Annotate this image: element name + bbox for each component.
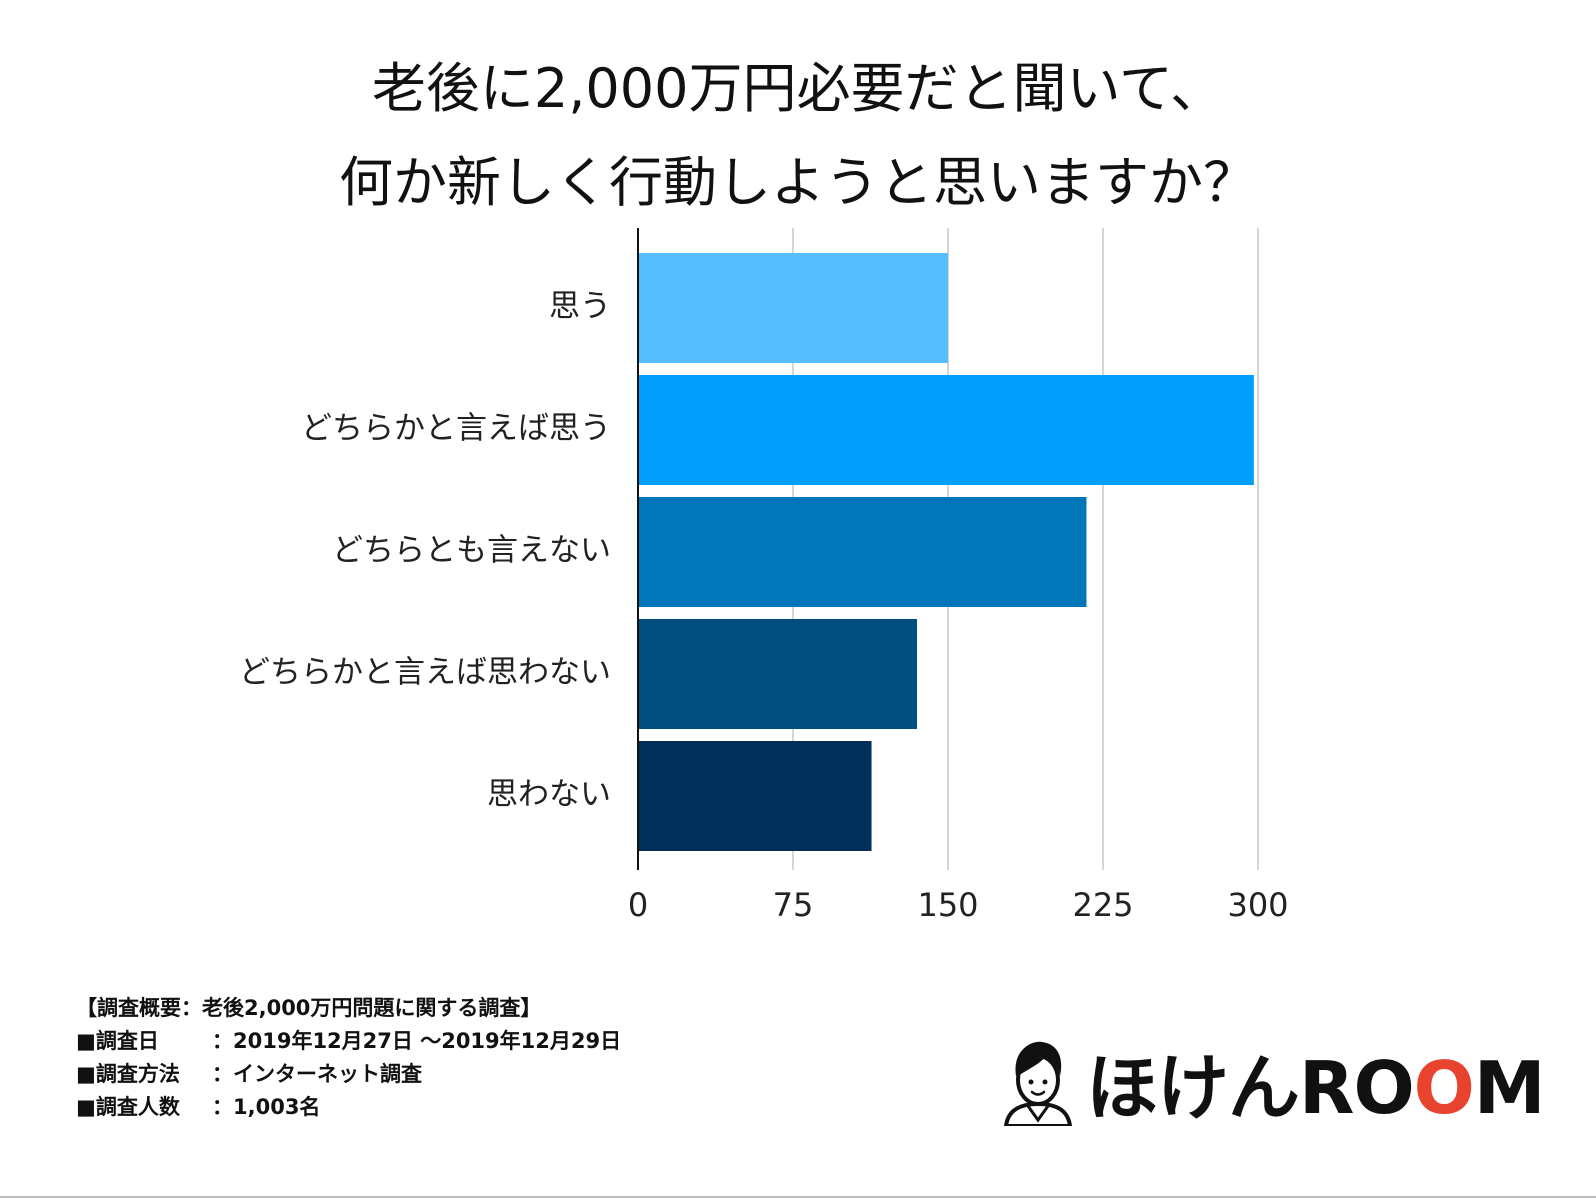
- survey-value: ：1,003名: [212, 1095, 321, 1119]
- bottom-divider: [0, 1196, 1596, 1198]
- category-label: どちらかと言えば思う: [301, 411, 611, 447]
- x-tick-label: 0: [628, 886, 648, 924]
- chart-title: 老後に2,000万円必要だと聞いて、 何か新しく行動しようと思いますか？: [0, 42, 1596, 230]
- survey-heading: 【調査概要：老後2,000万円問題に関する調査】: [76, 996, 542, 1020]
- survey-value: ：2019年12月27日 〜2019年12月29日: [212, 1029, 622, 1053]
- category-label: どちらかと言えば思わない: [239, 655, 611, 691]
- logo-accent-o: O: [1413, 1045, 1475, 1130]
- x-tick-label: 300: [1227, 886, 1288, 924]
- x-tick-label: 75: [773, 886, 814, 924]
- title-line-1: 老後に2,000万円必要だと聞いて、: [371, 57, 1225, 120]
- x-tick-label: 150: [917, 886, 978, 924]
- bar: [638, 741, 872, 851]
- category-label: どちらとも言えない: [332, 533, 611, 569]
- bar: [638, 253, 948, 363]
- brand-name: ほけんROOM: [1086, 1045, 1546, 1130]
- survey-row-count: ■調査人数 ：1,003名: [76, 1091, 621, 1124]
- title-line-2: 何か新しく行動しようと思いますか？: [339, 151, 1257, 214]
- survey-value: ：インターネット調査: [212, 1062, 422, 1086]
- survey-row-method: ■調査方法 ：インターネット調査: [76, 1058, 621, 1091]
- x-tick-label: 225: [1072, 886, 1133, 924]
- survey-label: ■調査方法: [76, 1062, 180, 1086]
- bar: [638, 497, 1087, 607]
- survey-summary: 【調査概要：老後2,000万円問題に関する調査】 ■調査日 ：2019年12月2…: [76, 992, 621, 1124]
- category-label: 思う: [549, 289, 611, 325]
- person-avatar-icon: [1003, 1041, 1073, 1126]
- hoken-room-logo: ほけんROOM: [1002, 1032, 1546, 1130]
- bar: [638, 375, 1254, 485]
- survey-label: ■調査日: [76, 1029, 159, 1053]
- category-label: 思わない: [487, 777, 611, 813]
- survey-label: ■調査人数: [76, 1095, 180, 1119]
- bar: [638, 619, 917, 729]
- survey-row-date: ■調査日 ：2019年12月27日 〜2019年12月29日: [76, 1025, 621, 1058]
